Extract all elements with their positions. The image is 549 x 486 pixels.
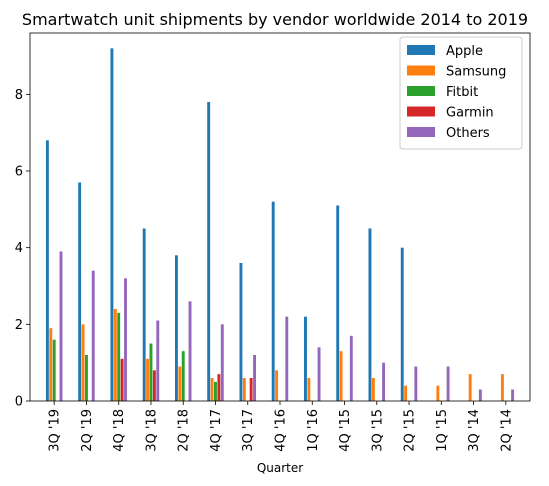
bar-samsung-1: [81, 324, 85, 401]
y-tick-label-2: 4: [15, 241, 23, 256]
bar-fitbit-1: [85, 355, 88, 401]
bar-others-0: [59, 251, 63, 401]
x-tick-label-0: 3Q '19: [48, 409, 63, 452]
x-tick-label-3: 3Q '18: [144, 409, 159, 452]
bar-samsung-7: [275, 370, 279, 401]
bar-samsung-8: [307, 378, 311, 401]
bar-apple-3: [142, 228, 146, 401]
x-tick-label-14: 2Q '14: [499, 409, 514, 452]
bar-apple-11: [400, 247, 404, 401]
x-tick-label-4: 2Q '18: [177, 409, 192, 452]
bar-others-6: [253, 355, 256, 401]
bar-others-10: [382, 362, 386, 401]
x-tick-label-12: 1Q '15: [435, 409, 450, 452]
x-tick-label-10: 3Q '15: [370, 409, 385, 452]
bar-fitbit-0: [52, 339, 56, 401]
bar-samsung-14: [500, 374, 504, 401]
x-axis: 3Q '19 2Q '19 4Q '18 3Q '18 2Q '18 4Q '17 3Q '…: [48, 401, 514, 452]
x-tick-label-1: 2Q '19: [80, 409, 95, 452]
bar-others-7: [285, 316, 289, 401]
bar-samsung-0: [49, 328, 53, 401]
plot-frame: [29, 32, 531, 402]
legend-label-apple: Apple: [446, 44, 483, 59]
bar-fitbit-3: [149, 343, 153, 401]
bar-garmin-5: [217, 374, 221, 401]
bar-samsung-11: [404, 385, 408, 401]
y-tick-label-1: 2: [15, 318, 23, 333]
bar-samsung-13: [468, 374, 472, 401]
bar-apple-1: [78, 182, 82, 401]
y-tick-label-4: 8: [15, 88, 23, 103]
bar-others-1: [91, 270, 95, 401]
bar-apple-6: [239, 263, 243, 401]
x-tick-label-13: 3Q '14: [467, 409, 482, 452]
legend-swatch-samsung: [407, 65, 435, 76]
bar-samsung-5: [210, 378, 214, 401]
legend: Apple Samsung Fitbit Garmin Others: [399, 36, 523, 150]
bar-others-2: [124, 278, 127, 401]
chart-title: Smartwatch unit shipments by vendor worl…: [22, 10, 528, 29]
bar-apple-0: [45, 140, 49, 401]
y-tick-label-3: 6: [15, 165, 23, 180]
bar-garmin-2: [120, 358, 124, 401]
x-tick-label-11: 2Q '15: [403, 409, 418, 452]
bar-others-8: [317, 347, 321, 401]
bar-others-11: [414, 366, 418, 401]
legend-swatch-garmin: [407, 106, 435, 117]
legend-swatch-others: [407, 127, 435, 137]
bar-apple-7: [271, 201, 275, 401]
x-tick-label-8: 1Q '16: [306, 409, 321, 452]
x-tick-label-6: 3Q '17: [241, 409, 256, 452]
bar-apple-8: [304, 316, 307, 401]
legend-label-samsung: Samsung: [446, 65, 506, 80]
bar-others-4: [188, 301, 192, 401]
legend-label-garmin: Garmin: [446, 106, 494, 121]
bars-group: [45, 48, 515, 401]
legend-label-fitbit: Fitbit: [446, 85, 478, 100]
bar-others-14: [511, 389, 515, 401]
bar-fitbit-5: [214, 381, 217, 401]
bar-apple-4: [174, 255, 178, 401]
x-tick-label-2: 4Q '18: [112, 409, 127, 452]
bar-samsung-12: [436, 385, 440, 401]
bar-garmin-6: [249, 378, 253, 401]
x-tick-label-7: 4Q '16: [274, 409, 289, 452]
bar-apple-2: [110, 48, 114, 401]
legend-label-others: Others: [446, 126, 490, 141]
bar-others-5: [220, 324, 224, 401]
bar-samsung-6: [242, 378, 246, 401]
bar-apple-9: [336, 205, 340, 401]
x-tick-label-5: 4Q '17: [209, 409, 224, 452]
bar-fitbit-2: [117, 312, 121, 401]
bar-samsung-2: [113, 309, 117, 401]
x-tick-label-9: 4Q '15: [338, 409, 353, 452]
bar-fitbit-4: [181, 351, 185, 401]
legend-swatch-apple: [407, 45, 435, 55]
y-axis: 0 2 4 6 8: [15, 88, 30, 410]
bar-others-13: [478, 389, 482, 401]
bar-apple-10: [368, 228, 372, 401]
legend-box: [399, 36, 523, 150]
bar-samsung-3: [146, 358, 150, 401]
bar-samsung-10: [371, 378, 375, 401]
bar-others-3: [156, 320, 160, 401]
bar-samsung-9: [339, 351, 343, 401]
bar-others-9: [349, 335, 353, 401]
bar-samsung-4: [178, 366, 182, 401]
bar-garmin-3: [152, 370, 156, 401]
y-tick-label-0: 0: [15, 395, 23, 410]
legend-swatch-fitbit: [407, 86, 435, 96]
bar-others-12: [446, 366, 450, 401]
bar-apple-5: [207, 102, 211, 401]
x-axis-label: Quarter: [257, 461, 303, 475]
